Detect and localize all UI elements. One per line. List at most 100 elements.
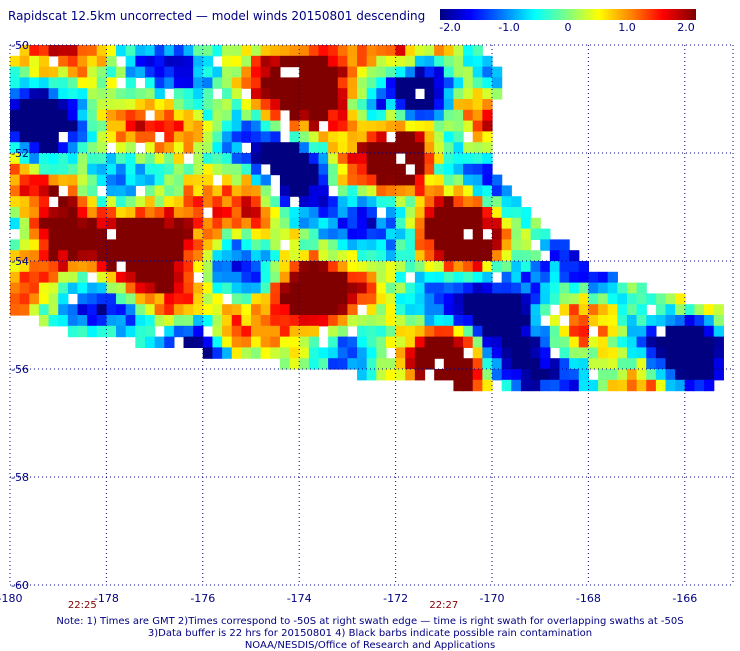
swath-cell bbox=[299, 217, 310, 230]
swath-cell bbox=[308, 261, 320, 273]
swath-cell bbox=[482, 163, 493, 176]
swath-cell bbox=[173, 174, 185, 186]
swath-cell bbox=[617, 336, 628, 348]
swath-cell bbox=[463, 142, 474, 154]
swath-cell bbox=[164, 109, 175, 122]
swath-cell bbox=[492, 66, 503, 78]
swath-cell bbox=[443, 120, 455, 132]
swath-cell bbox=[222, 207, 233, 219]
swath-cell bbox=[173, 207, 185, 219]
swath-cell bbox=[96, 109, 107, 122]
swath-cell bbox=[405, 196, 416, 208]
swath-cell bbox=[308, 347, 320, 359]
swath-cell bbox=[154, 207, 165, 219]
swath-cell bbox=[270, 336, 281, 348]
swath-cell bbox=[125, 120, 136, 132]
swath-cell bbox=[559, 336, 570, 348]
swath-cell bbox=[144, 99, 156, 111]
swath-cell bbox=[58, 153, 69, 165]
swath-cell bbox=[29, 88, 40, 100]
swath-cell bbox=[270, 77, 281, 89]
swath-cell bbox=[135, 250, 146, 262]
swath-cell bbox=[598, 315, 609, 327]
swath-cell bbox=[251, 55, 262, 68]
swath-cell bbox=[164, 196, 175, 208]
swath-cell bbox=[530, 315, 541, 327]
swath-cell bbox=[492, 282, 503, 294]
swath-cell bbox=[347, 282, 358, 294]
swath-cell bbox=[328, 45, 339, 57]
swath-cell bbox=[289, 55, 300, 68]
swath-cell bbox=[366, 109, 377, 122]
swath-cell bbox=[318, 99, 329, 111]
swath-cell bbox=[511, 271, 522, 284]
swath-cell bbox=[116, 228, 127, 240]
swath-cell bbox=[251, 250, 262, 262]
swath-cell bbox=[116, 120, 127, 132]
swath-cell bbox=[231, 304, 242, 316]
time-label: 22:25 bbox=[67, 600, 97, 611]
swath-cell bbox=[202, 131, 214, 143]
swath-cell bbox=[241, 347, 252, 359]
swath-cell bbox=[106, 55, 117, 68]
swath-cell bbox=[299, 153, 310, 165]
swath-cell bbox=[173, 163, 185, 176]
swath-cell bbox=[405, 228, 416, 240]
swath-cell bbox=[482, 325, 493, 338]
swath-cell bbox=[607, 325, 618, 338]
swath-cell bbox=[472, 45, 483, 57]
swath-cell bbox=[241, 293, 252, 305]
swath-cell bbox=[231, 55, 242, 68]
swath-cell bbox=[38, 131, 50, 143]
swath-cell bbox=[173, 45, 185, 57]
swath-cell bbox=[434, 217, 445, 230]
swath-cell bbox=[212, 163, 223, 176]
swath-cell bbox=[472, 196, 483, 208]
swath-cell bbox=[424, 142, 435, 154]
swath-cell bbox=[164, 142, 175, 154]
swath-cell bbox=[434, 120, 445, 132]
swath-cell bbox=[231, 163, 242, 176]
swath-cell bbox=[366, 174, 377, 186]
swath-cell bbox=[87, 142, 98, 154]
swath-cell bbox=[511, 304, 522, 316]
swath-cell bbox=[231, 174, 242, 186]
swath-cell bbox=[414, 293, 426, 305]
swath-cell bbox=[183, 77, 194, 89]
swath-cell bbox=[87, 293, 98, 305]
swath-cell bbox=[251, 347, 262, 359]
swath-cell bbox=[212, 99, 223, 111]
swath-cell bbox=[67, 217, 79, 230]
swath-cell bbox=[308, 153, 320, 165]
swath-cell bbox=[492, 185, 503, 197]
swath-cell bbox=[135, 120, 146, 132]
swath-cell bbox=[19, 196, 30, 208]
swath-cell bbox=[366, 196, 377, 208]
swath-cell bbox=[135, 261, 146, 273]
swath-cell bbox=[212, 196, 223, 208]
swath-cell bbox=[511, 336, 522, 348]
swath-cell bbox=[77, 109, 88, 122]
swath-cell bbox=[19, 45, 30, 57]
swath-cell bbox=[443, 315, 455, 327]
swath-cell bbox=[212, 45, 223, 57]
swath-cell bbox=[385, 228, 397, 240]
swath-cell bbox=[569, 261, 580, 273]
swath-cell bbox=[241, 271, 252, 284]
swath-cell bbox=[67, 228, 79, 240]
swath-cell bbox=[434, 99, 445, 111]
swath-cell bbox=[77, 261, 88, 273]
swath-cell bbox=[173, 315, 185, 327]
swath-cell bbox=[19, 207, 30, 219]
swath-cell bbox=[337, 88, 348, 100]
swath-cell bbox=[395, 293, 406, 305]
swath-cell bbox=[202, 142, 214, 154]
swath-cell bbox=[106, 153, 117, 165]
swath-cell bbox=[135, 99, 146, 111]
swath-cell bbox=[443, 131, 455, 143]
swath-cell bbox=[289, 358, 300, 370]
swath-cell bbox=[279, 325, 291, 338]
swath-cell bbox=[241, 174, 252, 186]
swath-cell bbox=[67, 153, 79, 165]
swath-cell bbox=[270, 196, 281, 208]
